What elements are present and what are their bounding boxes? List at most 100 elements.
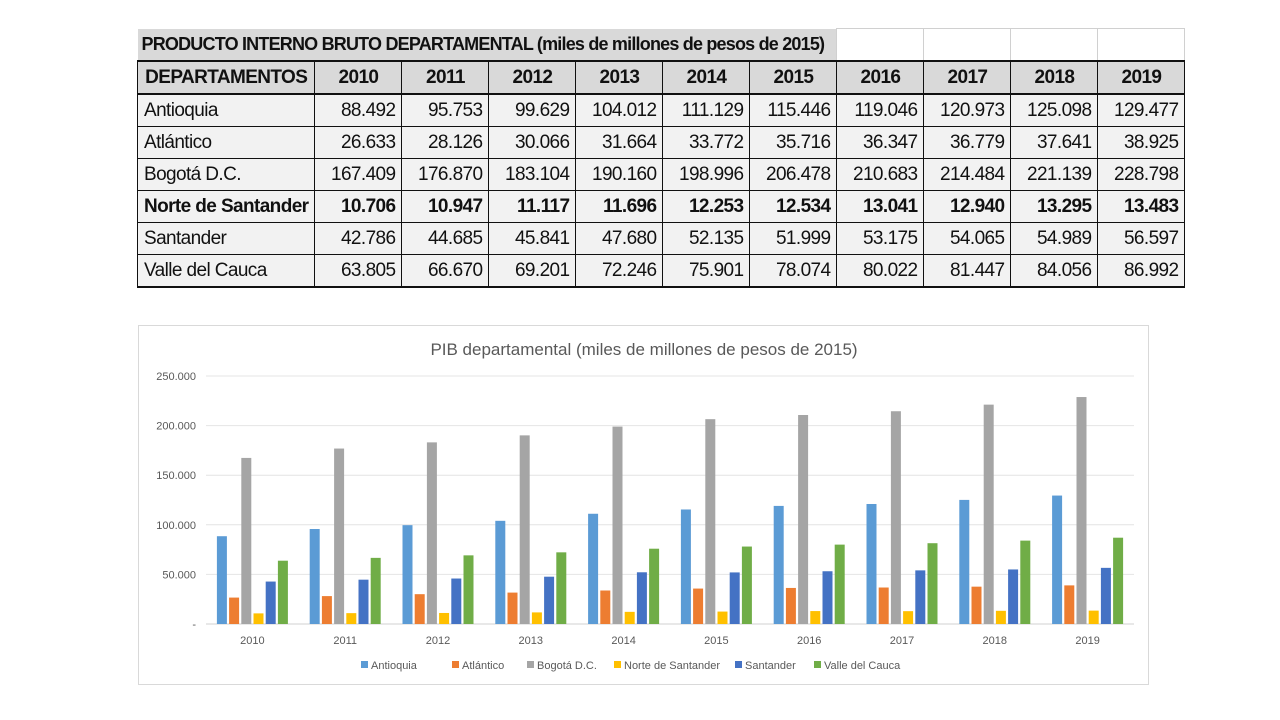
pib-chart: PIB departamental (miles de millones de … — [138, 325, 1149, 685]
table-title: PRODUCTO INTERNO BRUTO DEPARTAMENTAL (mi… — [137, 28, 837, 61]
bar-atl-ntico-2018 — [971, 586, 982, 624]
value-cell: 120.973 — [923, 93, 1012, 127]
bar-antioquia-2019 — [1052, 495, 1063, 624]
department-name: Atlántico — [136, 126, 316, 159]
bar-bogot-d-c--2018 — [983, 404, 994, 624]
value-cell: 38.925 — [1097, 126, 1186, 159]
bar-santander-2017 — [915, 570, 926, 624]
chart-title: PIB departamental (miles de millones de … — [430, 340, 857, 359]
legend-label: Atlántico — [462, 660, 504, 672]
bar-antioquia-2013 — [495, 520, 506, 624]
value-cell: 51.999 — [749, 222, 838, 255]
value-cell: 95.753 — [401, 93, 490, 127]
value-cell: 37.641 — [1010, 126, 1099, 159]
bar-norte-de-santander-2010 — [253, 613, 264, 624]
table-row: Antioquia 88.492 95.753 99.629 104.012 111.12… — [136, 93, 1186, 127]
legend-swatch — [614, 661, 621, 668]
chart-svg: PIB departamental (miles de millones de … — [156, 340, 1134, 672]
value-cell: 66.670 — [401, 254, 490, 288]
bar-antioquia-2018 — [959, 499, 970, 624]
x-tick-label: 2012 — [426, 635, 450, 647]
empty-cell — [836, 28, 925, 61]
bar-antioquia-2014 — [588, 513, 599, 624]
value-cell: 45.841 — [488, 222, 577, 255]
value-cell: 228.798 — [1097, 158, 1186, 191]
bar-atl-ntico-2013 — [507, 592, 518, 624]
empty-cell — [923, 28, 1012, 61]
empty-cell — [1010, 28, 1099, 61]
bar-norte-de-santander-2016 — [810, 611, 821, 624]
value-cell: 10.947 — [401, 190, 490, 223]
value-cell: 30.066 — [488, 126, 577, 159]
value-cell: 44.685 — [401, 222, 490, 255]
header-cell: 2017 — [923, 60, 1012, 95]
bar-santander-2016 — [822, 571, 833, 624]
value-cell: 86.992 — [1097, 254, 1186, 288]
table-row: Santander 42.786 44.685 45.841 47.680 52.135 5… — [136, 222, 1186, 255]
table-header-row: DEPARTAMENTOS 2010 2011 2012 2013 2014 2015 201… — [136, 60, 1186, 95]
value-cell: 221.139 — [1010, 158, 1099, 191]
y-tick-label: 100.000 — [156, 520, 196, 532]
value-cell: 88.492 — [314, 93, 403, 127]
value-cell: 35.716 — [749, 126, 838, 159]
bar-valle-del-cauca-2014 — [649, 548, 660, 624]
header-cell: 2012 — [488, 60, 577, 95]
value-cell: 13.041 — [836, 190, 925, 223]
value-cell: 210.683 — [836, 158, 925, 191]
bar-valle-del-cauca-2013 — [556, 552, 567, 624]
legend-swatch — [527, 661, 534, 668]
bar-bogot-d-c--2019 — [1076, 397, 1087, 624]
bar-atl-ntico-2014 — [600, 590, 611, 624]
department-name: Antioquia — [136, 93, 316, 127]
header-cell: DEPARTAMENTOS — [136, 60, 316, 95]
header-cell: 2019 — [1097, 60, 1186, 95]
legend-label: Santander — [745, 660, 796, 672]
bar-antioquia-2011 — [309, 529, 320, 624]
value-cell: 54.989 — [1010, 222, 1099, 255]
bar-santander-2012 — [451, 578, 462, 624]
bar-norte-de-santander-2012 — [439, 612, 450, 624]
bar-valle-del-cauca-2017 — [927, 543, 938, 624]
value-cell: 33.772 — [662, 126, 751, 159]
table-row: Bogotá D.C. 167.409 176.870 183.104 190.160 1… — [136, 158, 1186, 191]
header-cell: 2010 — [314, 60, 403, 95]
legend-swatch — [814, 661, 821, 668]
bar-santander-2015 — [729, 572, 740, 624]
bar-norte-de-santander-2017 — [903, 611, 914, 624]
header-cell: 2014 — [662, 60, 751, 95]
department-name: Norte de Santander — [136, 190, 316, 223]
value-cell: 129.477 — [1097, 93, 1186, 127]
value-cell: 72.246 — [575, 254, 664, 288]
bar-valle-del-cauca-2010 — [277, 560, 288, 624]
bar-norte-de-santander-2011 — [346, 613, 357, 624]
value-cell: 176.870 — [401, 158, 490, 191]
table-row: Norte de Santander 10.706 10.947 11.117 11.6… — [136, 190, 1186, 223]
header-cell: 2016 — [836, 60, 925, 95]
bar-antioquia-2015 — [680, 509, 691, 624]
bar-norte-de-santander-2018 — [995, 610, 1006, 624]
department-name: Santander — [136, 222, 316, 255]
legend-label: Valle del Cauca — [824, 660, 901, 672]
value-cell: 28.126 — [401, 126, 490, 159]
bar-antioquia-2017 — [866, 503, 877, 624]
bar-valle-del-cauca-2015 — [741, 546, 752, 624]
header-cell: 2018 — [1010, 60, 1099, 95]
bar-antioquia-2010 — [216, 536, 227, 624]
department-name: Valle del Cauca — [136, 254, 316, 288]
department-name: Bogotá D.C. — [136, 158, 316, 191]
value-cell: 12.534 — [749, 190, 838, 223]
value-cell: 69.201 — [488, 254, 577, 288]
value-cell: 11.696 — [575, 190, 664, 223]
value-cell: 26.633 — [314, 126, 403, 159]
value-cell: 11.117 — [488, 190, 577, 223]
bar-bogot-d-c--2013 — [519, 435, 530, 624]
bar-valle-del-cauca-2012 — [463, 555, 474, 624]
x-tick-label: 2010 — [240, 635, 264, 647]
y-tick-label: 250.000 — [156, 371, 196, 383]
legend-label: Bogotá D.C. — [537, 660, 597, 672]
x-tick-label: 2011 — [333, 635, 357, 647]
x-tick-label: 2013 — [519, 635, 543, 647]
x-tick-label: 2014 — [611, 635, 635, 647]
bar-valle-del-cauca-2018 — [1020, 540, 1031, 624]
table-title-row: PRODUCTO INTERNO BRUTO DEPARTAMENTAL (mi… — [137, 28, 1186, 61]
